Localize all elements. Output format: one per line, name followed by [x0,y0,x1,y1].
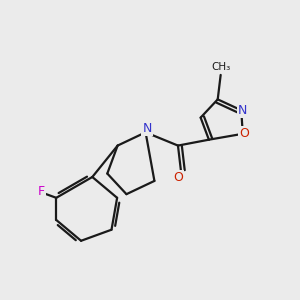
Text: CH₃: CH₃ [211,62,230,72]
Text: F: F [38,185,44,198]
Text: N: N [142,122,152,135]
Text: O: O [239,127,249,140]
Text: O: O [173,171,183,184]
Text: N: N [238,104,248,117]
